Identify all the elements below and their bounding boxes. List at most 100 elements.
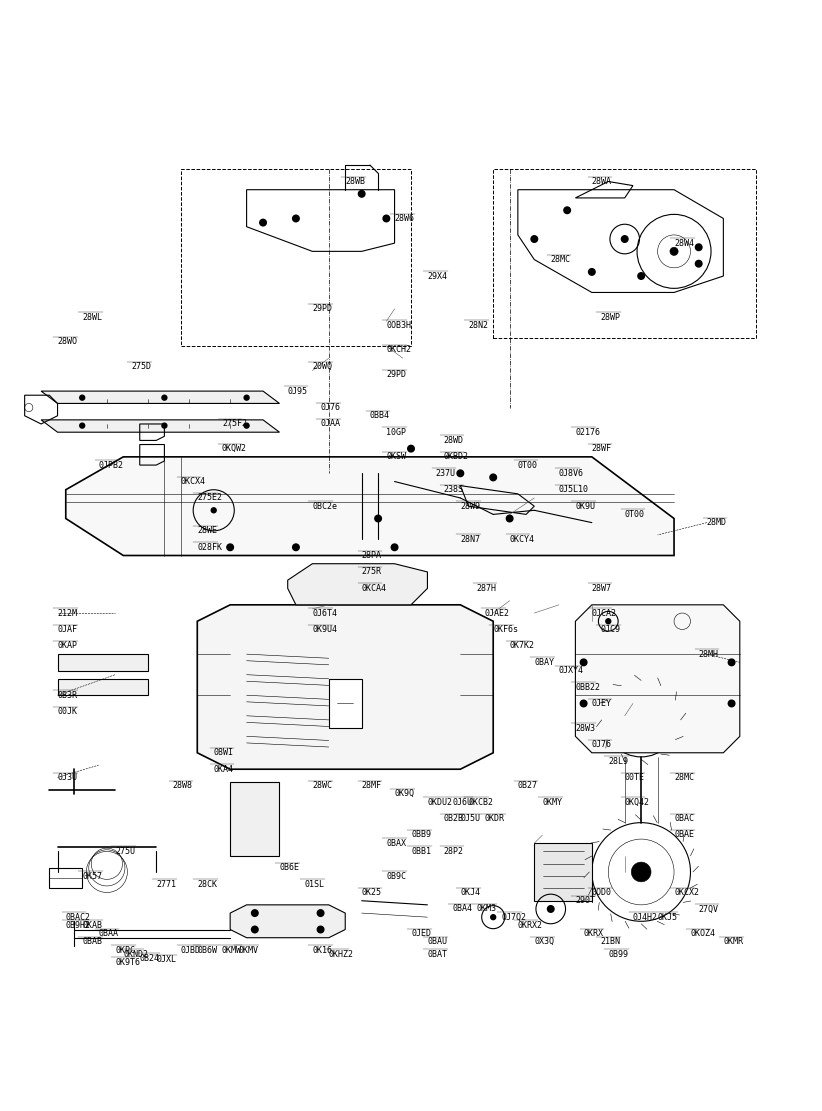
Text: 0KF6s: 0KF6s [493,625,518,634]
Text: 0KHZ2: 0KHZ2 [329,950,353,959]
Text: 0JED: 0JED [411,929,431,938]
Text: 0KDR: 0KDR [485,814,505,823]
Text: 0KAB: 0KAB [82,921,102,930]
Text: 0KCX2: 0KCX2 [674,888,699,897]
Circle shape [252,927,258,933]
Circle shape [580,659,587,665]
Text: 0K9T6: 0K9T6 [115,958,140,967]
Text: 0BAB: 0BAB [82,938,102,947]
Text: 0BB22: 0BB22 [575,682,600,691]
Text: 0B9H2: 0B9H2 [66,921,90,930]
Text: 0B99: 0B99 [608,950,628,959]
Text: 0KDU2: 0KDU2 [427,798,452,807]
Text: 0J6T4: 0J6T4 [312,609,337,618]
Text: 29PD: 29PD [312,304,332,313]
Text: 0KQ42: 0KQ42 [625,798,649,807]
Circle shape [293,544,299,551]
Text: 0B3R: 0B3R [58,691,77,700]
Text: 0K9U4: 0K9U4 [312,625,337,634]
Text: 28MD: 28MD [707,518,727,527]
Text: 08WI: 08WI [214,749,233,758]
Text: 287H: 287H [477,584,496,593]
Text: 0KCH2: 0KCH2 [386,346,411,354]
Text: 00JK: 00JK [58,708,77,717]
Text: 238S: 238S [444,486,464,494]
Bar [230,781,279,855]
Polygon shape [41,420,279,432]
Circle shape [631,862,651,882]
Text: 00TE: 00TE [625,773,644,782]
Circle shape [638,272,644,279]
Circle shape [80,423,85,428]
Text: 28WC: 28WC [312,781,332,790]
Text: 0KMR: 0KMR [723,938,743,947]
Text: 0B6W: 0B6W [197,945,217,954]
Polygon shape [230,904,345,938]
Text: 0J76: 0J76 [592,740,612,749]
Circle shape [670,248,678,256]
Text: 28P2: 28P2 [444,847,464,855]
Text: 0KRX2: 0KRX2 [518,921,543,930]
Text: 0KSW: 0KSW [386,452,406,461]
Polygon shape [66,457,674,556]
Text: 0JCA2: 0JCA2 [592,609,616,618]
Circle shape [728,659,735,665]
Text: 0K9U: 0K9U [575,502,595,511]
Text: 28W6: 28W6 [395,214,414,223]
Circle shape [162,396,167,400]
Text: 0BAC: 0BAC [674,814,694,823]
Text: 28L9: 28L9 [608,757,628,765]
Circle shape [606,619,611,623]
Text: 237U: 237U [436,469,455,478]
Bar [493,169,756,338]
Bar [49,868,82,889]
Text: 0OB3H: 0OB3H [386,321,411,330]
Circle shape [547,905,554,912]
Text: 0JAE2: 0JAE2 [485,609,510,618]
Bar [58,654,148,671]
Text: 0BB1: 0BB1 [411,847,431,855]
Circle shape [580,700,587,707]
Text: 0K9Q: 0K9Q [395,790,414,799]
Text: 0JAF: 0JAF [58,625,77,634]
Text: 2771: 2771 [156,880,176,889]
Text: 28WD: 28WD [444,436,464,444]
Text: 28MC: 28MC [674,773,694,782]
Text: 28W4: 28W4 [674,239,694,248]
Text: 28WO: 28WO [58,338,77,347]
Text: 0KOZ4: 0KOZ4 [690,929,715,938]
Text: 0KPC: 0KPC [115,945,135,954]
Text: 0B6E: 0B6E [279,863,299,872]
Text: 28WF: 28WF [592,444,612,453]
Text: 0KAP: 0KAP [58,641,77,650]
Text: 275F2: 275F2 [222,420,247,429]
Circle shape [564,207,570,213]
Text: 28W9: 28W9 [460,502,480,511]
Circle shape [358,190,365,197]
Text: 29X4: 29X4 [427,271,447,280]
Text: 0BAX: 0BAX [386,839,406,848]
Circle shape [211,508,216,513]
Circle shape [252,910,258,917]
Text: 0KMW: 0KMW [222,945,242,954]
Text: 21BN: 21BN [600,938,620,947]
Text: 0JXY4: 0JXY4 [559,667,584,675]
Text: 28WE: 28WE [197,527,217,536]
Text: 28WP: 28WP [600,312,620,321]
Text: 0KMV: 0KMV [238,945,258,954]
Text: 0BB9: 0BB9 [411,831,431,840]
Circle shape [317,910,324,917]
Text: 0J3U: 0J3U [58,773,77,782]
Text: 0BAE: 0BAE [674,831,694,840]
Circle shape [491,914,496,920]
Text: 28WL: 28WL [82,312,102,321]
Text: 29PD: 29PD [386,370,406,379]
Text: 275D: 275D [132,362,151,371]
Text: 28WA: 28WA [592,177,612,186]
Text: 275R: 275R [362,568,381,577]
Text: 0KRX: 0KRX [584,929,603,938]
Circle shape [695,244,702,251]
Text: 275U: 275U [115,847,135,855]
Circle shape [621,236,628,242]
Text: 0JXL: 0JXL [156,955,176,964]
